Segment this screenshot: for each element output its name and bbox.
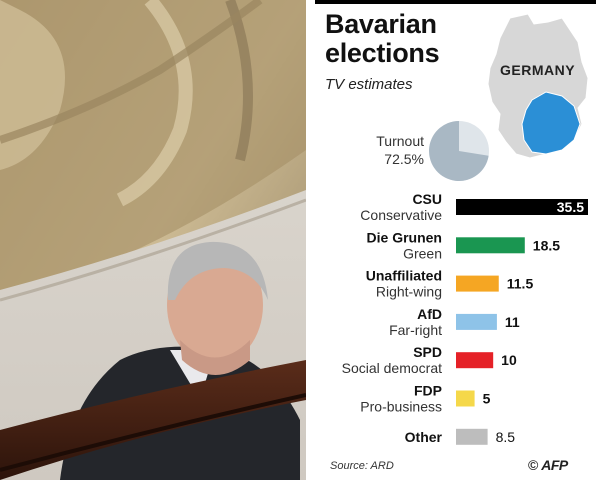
map-label-germany: GERMANY (500, 62, 576, 78)
afp-logo: © AFP (528, 457, 568, 473)
turnout-label: Turnout (376, 133, 424, 149)
source-note: Source: ARD (330, 460, 394, 472)
title-line-2: elections (325, 38, 440, 68)
bar-category-description: Green (403, 245, 442, 261)
bar-category-description: Conservative (360, 207, 442, 223)
bar (456, 237, 525, 254)
bar-value-label: 11 (505, 314, 520, 330)
bar (456, 313, 497, 330)
bar-value-label: 35.5 (557, 199, 584, 215)
bar-value-label: 5 (483, 391, 491, 407)
bar-value-label: 8.5 (496, 429, 516, 445)
bar-value-label: 11.5 (507, 276, 534, 292)
bar-category-label: SPD (413, 344, 442, 360)
copyright-symbol: © (528, 457, 538, 473)
bar-category-label: FDP (414, 383, 442, 399)
top-rule (315, 0, 596, 4)
bar-value-label: 10 (501, 352, 517, 368)
turnout-value: 72.5% (384, 151, 424, 167)
bar-category-description: Social democrat (342, 360, 442, 376)
chart-title: Bavarian elections (325, 9, 440, 68)
bar-category-description: Right-wing (376, 284, 442, 300)
bar-category-label: Unaffiliated (366, 268, 442, 284)
bar-category-label: AfD (417, 306, 442, 322)
bar-category-label: Die Grunen (367, 229, 442, 245)
bar (456, 352, 494, 369)
afp-text: AFP (541, 457, 568, 473)
bar-category-label: CSU (412, 191, 442, 207)
bar (456, 390, 475, 407)
turnout-block: Turnout 72.5% (360, 132, 424, 168)
chart-subtitle: TV estimates (325, 76, 413, 93)
photo-politician (0, 0, 306, 480)
bar-value-label: 18.5 (533, 237, 560, 253)
bar (456, 199, 588, 215)
bar (456, 428, 488, 445)
bar-category-description: Far-right (389, 322, 442, 338)
bar-category-label: Other (405, 429, 443, 445)
turnout-pie (429, 121, 489, 181)
title-line-1: Bavarian (325, 9, 437, 39)
turnout-pie-slice (429, 121, 489, 181)
bar-category-description: Pro-business (360, 399, 442, 415)
bar (456, 275, 499, 292)
germany-map (487, 13, 589, 159)
bavaria-shape (521, 91, 581, 155)
